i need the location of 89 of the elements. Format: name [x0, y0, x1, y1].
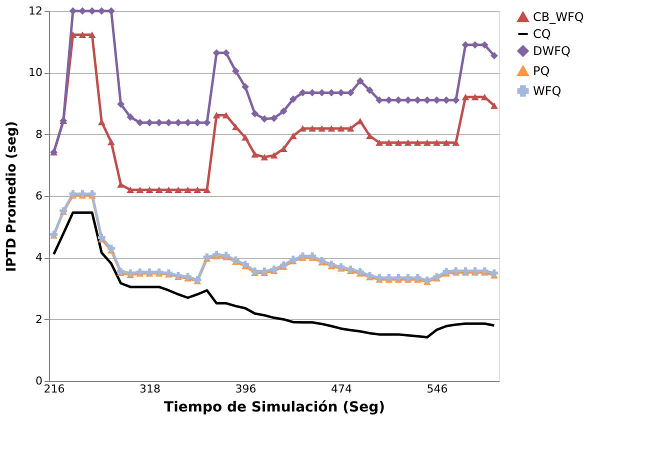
x-tick-label: 474	[331, 382, 352, 396]
legend-label: CB_WFQ	[533, 10, 584, 24]
point	[462, 94, 470, 100]
point	[155, 186, 163, 194]
point	[136, 118, 144, 126]
point	[490, 269, 498, 277]
point	[308, 125, 316, 132]
y-tick-label: 0	[36, 374, 42, 388]
point	[260, 154, 268, 160]
point	[251, 110, 259, 118]
point	[423, 139, 431, 146]
point	[212, 49, 220, 57]
point	[289, 95, 297, 103]
legend-label: WFQ	[533, 84, 562, 98]
y-axis-title: IPTD Promedio (seg)	[4, 121, 20, 272]
line-series	[52, 211, 496, 338]
y-tick-label: 2	[36, 312, 42, 326]
x-axis-title: Tiempo de Simulación (Seg)	[164, 400, 385, 416]
point	[88, 32, 96, 38]
point	[442, 268, 450, 276]
point	[385, 139, 393, 146]
point	[414, 139, 422, 146]
x-tick-label: 546	[426, 382, 448, 396]
y-tick-label: 4	[36, 251, 42, 264]
point	[164, 186, 172, 194]
point	[260, 115, 268, 123]
point	[366, 132, 374, 140]
point	[174, 186, 182, 194]
point	[299, 89, 306, 96]
x-tick-label: 216	[44, 382, 65, 396]
point	[366, 86, 374, 94]
y-tick-label: 10	[28, 66, 42, 80]
point	[289, 132, 297, 140]
point	[337, 125, 345, 132]
point	[318, 125, 326, 132]
point	[78, 32, 86, 38]
point	[376, 139, 384, 146]
point	[270, 152, 278, 159]
point	[394, 96, 402, 104]
point	[423, 276, 431, 284]
point	[174, 118, 182, 126]
point	[242, 83, 249, 91]
point	[394, 139, 402, 146]
point	[117, 100, 125, 108]
point	[194, 118, 202, 126]
point	[490, 102, 498, 109]
point	[356, 77, 364, 85]
point	[126, 269, 134, 277]
point	[203, 118, 211, 126]
point	[490, 52, 498, 60]
y-tick-label: 8	[36, 128, 42, 141]
point	[433, 96, 440, 104]
point	[194, 186, 202, 194]
point	[222, 112, 230, 118]
point	[155, 118, 163, 126]
point	[69, 32, 77, 38]
point	[385, 96, 393, 104]
point	[471, 94, 479, 100]
point	[232, 124, 240, 130]
point	[184, 186, 192, 194]
x-tick-label: 396	[235, 382, 256, 396]
legend-label: DWFQ	[533, 44, 570, 58]
point	[126, 186, 134, 194]
point	[146, 186, 154, 194]
point	[462, 41, 470, 49]
y-tick-label: 6	[36, 190, 42, 202]
point	[212, 112, 220, 118]
point	[232, 67, 240, 75]
point	[251, 151, 259, 158]
point	[346, 125, 354, 132]
point	[452, 96, 460, 104]
y-tick-label: 12	[28, 4, 42, 18]
point	[108, 244, 115, 252]
point	[433, 139, 440, 146]
legend-label: PQ	[533, 64, 550, 78]
point	[108, 138, 115, 146]
point	[280, 108, 288, 115]
legend-label: CQ	[533, 27, 551, 41]
point	[242, 134, 249, 141]
point	[136, 186, 144, 194]
point	[146, 118, 154, 126]
point	[442, 139, 450, 146]
point	[404, 139, 412, 146]
point	[126, 113, 134, 121]
point	[404, 96, 412, 104]
point	[328, 125, 336, 132]
point	[78, 7, 86, 15]
x-tick-label: 318	[140, 382, 161, 396]
point	[270, 114, 278, 122]
